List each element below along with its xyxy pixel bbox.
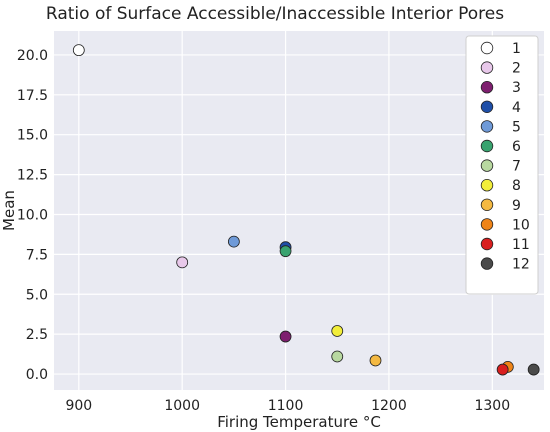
y-axis-label: Mean [0,190,18,231]
plot-area [54,31,544,390]
legend-label-12: 12 [512,257,530,273]
data-point-series-9 [369,354,382,367]
x-tick-label: 1200 [371,398,407,414]
legend-marker-7 [480,159,494,172]
legend-label-5: 5 [512,119,521,135]
legend-label-4: 4 [512,100,521,116]
legend-marker-8 [480,178,494,192]
legend-marker-2 [480,61,494,74]
y-tick-label: 0.0 [26,367,48,383]
legend-label-10: 10 [512,217,530,233]
legend-marker-12 [480,257,494,270]
y-tick-label: 17.5 [17,88,48,104]
legend-marker-6 [480,139,494,153]
y-tick-label: 5.0 [26,287,48,303]
legend-marker-9 [480,198,494,212]
y-tick-label: 2.5 [26,327,48,343]
data-point-series-12 [527,363,540,376]
y-tick-label: 20.0 [17,48,48,64]
data-point-series-5 [227,235,240,248]
y-tick-label: 12.5 [17,168,48,184]
data-point-series-2 [176,256,189,269]
legend-label-3: 3 [512,80,521,96]
legend-label-6: 6 [512,139,521,155]
legend-marker-5 [480,120,494,133]
data-point-series-1 [72,44,85,57]
data-point-series-11 [496,363,509,376]
x-tick-label: 1000 [164,398,200,414]
data-point-series-7 [331,350,344,363]
data-point-series-8 [331,325,344,337]
legend-label-2: 2 [512,61,521,77]
legend-label-9: 9 [512,198,521,214]
data-point-series-6 [279,245,292,258]
legend-label-11: 11 [512,237,530,253]
legend-marker-10 [480,218,494,231]
legend-marker-1 [480,41,494,55]
grid-lines [54,31,544,390]
legend-marker-4 [480,100,494,114]
legend-label-1: 1 [512,41,521,57]
legend-label-8: 8 [512,178,521,194]
legend-label-7: 7 [512,159,521,175]
chart-title: Ratio of Surface Accessible/Inaccessible… [46,4,504,24]
legend-marker-11 [480,237,494,251]
y-tick-label: 15.0 [17,128,48,144]
x-axis-label: Firing Temperature °C [217,413,381,431]
data-point-series-3 [279,330,292,343]
legend-marker-3 [480,80,494,94]
tick-labels: 900 1000 1100 1200 1300 0.0 2.5 5.0 7.5 10.0 12.5 1… [17,48,510,414]
x-tick-label: 900 [65,398,92,414]
y-tick-label: 7.5 [26,247,48,263]
x-tick-label: 1100 [268,398,304,414]
y-tick-label: 10.0 [17,207,48,223]
data-points [72,44,540,376]
x-tick-label: 1300 [474,398,510,414]
legend-box [465,35,539,295]
